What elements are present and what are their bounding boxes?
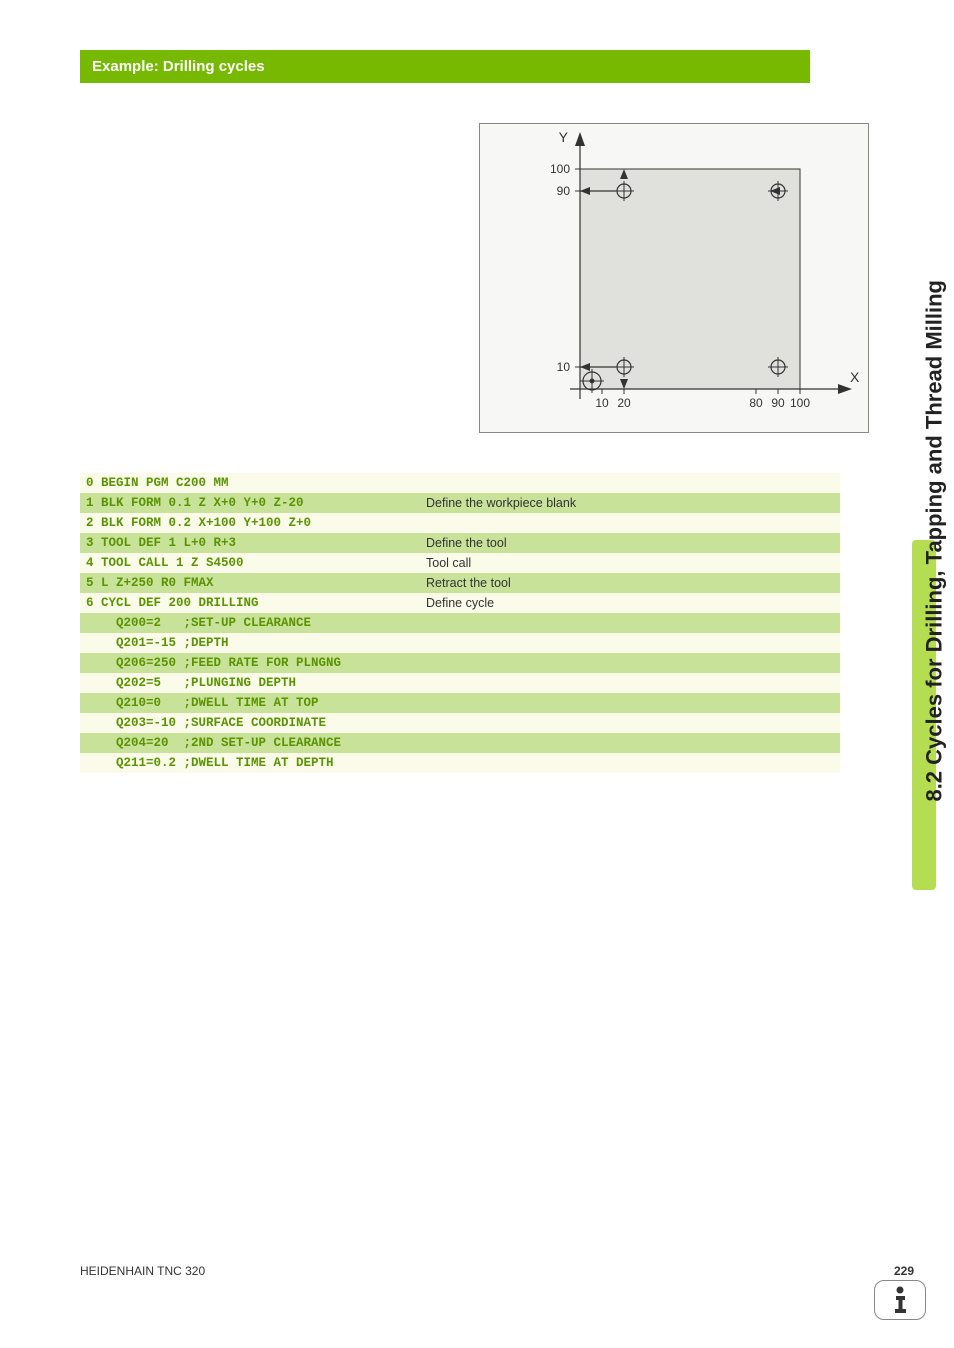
desc-cell xyxy=(420,673,840,693)
code-cell: Q201=-15 ;DEPTH xyxy=(80,633,420,653)
desc-cell xyxy=(420,753,840,773)
code-cell: Q206=250 ;FEED RATE FOR PLNGNG xyxy=(80,653,420,673)
code-cell: Q211=0.2 ;DWELL TIME AT DEPTH xyxy=(80,753,420,773)
svg-text:10: 10 xyxy=(595,396,609,410)
code-cell: 6 CYCL DEF 200 DRILLING xyxy=(80,593,420,613)
code-row: Q211=0.2 ;DWELL TIME AT DEPTH xyxy=(80,753,840,773)
code-cell: Q204=20 ;2ND SET-UP CLEARANCE xyxy=(80,733,420,753)
code-row: Q203=-10 ;SURFACE COORDINATE xyxy=(80,713,840,733)
code-cell: 0 BEGIN PGM C200 MM xyxy=(80,473,420,493)
desc-cell xyxy=(420,633,840,653)
code-row: 3 TOOL DEF 1 L+0 R+3Define the tool xyxy=(80,533,840,553)
code-cell: 2 BLK FORM 0.2 X+100 Y+100 Z+0 xyxy=(80,513,420,533)
code-cell: 5 L Z+250 R0 FMAX xyxy=(80,573,420,593)
diagram-container: Y X 10 90 100 10 20 80 90 xyxy=(80,123,894,433)
svg-text:100: 100 xyxy=(790,396,810,410)
code-row: Q202=5 ;PLUNGING DEPTH xyxy=(80,673,840,693)
page-content: Example: Drilling cycles Y X 10 90 xyxy=(0,0,954,773)
code-cell: Q203=-10 ;SURFACE COORDINATE xyxy=(80,713,420,733)
desc-cell xyxy=(420,693,840,713)
code-row: Q210=0 ;DWELL TIME AT TOP xyxy=(80,693,840,713)
axis-x-label: X xyxy=(850,369,860,385)
code-listing: 0 BEGIN PGM C200 MM1 BLK FORM 0.1 Z X+0 … xyxy=(80,473,840,773)
code-cell: 1 BLK FORM 0.1 Z X+0 Y+0 Z-20 xyxy=(80,493,420,513)
desc-cell xyxy=(420,713,840,733)
code-row: 4 TOOL CALL 1 Z S4500Tool call xyxy=(80,553,840,573)
desc-cell xyxy=(420,513,840,533)
code-row: Q201=-15 ;DEPTH xyxy=(80,633,840,653)
desc-cell: Define the tool xyxy=(420,533,840,553)
code-cell: Q200=2 ;SET-UP CLEARANCE xyxy=(80,613,420,633)
desc-cell: Tool call xyxy=(420,553,840,573)
code-row: 6 CYCL DEF 200 DRILLINGDefine cycle xyxy=(80,593,840,613)
code-cell: 3 TOOL DEF 1 L+0 R+3 xyxy=(80,533,420,553)
drilling-diagram: Y X 10 90 100 10 20 80 90 xyxy=(479,123,869,433)
desc-cell xyxy=(420,613,840,633)
code-row: Q206=250 ;FEED RATE FOR PLNGNG xyxy=(80,653,840,673)
desc-cell: Retract the tool xyxy=(420,573,840,593)
code-row: 5 L Z+250 R0 FMAXRetract the tool xyxy=(80,573,840,593)
svg-text:100: 100 xyxy=(550,162,570,176)
code-row: 0 BEGIN PGM C200 MM xyxy=(80,473,840,493)
footer-product: HEIDENHAIN TNC 320 xyxy=(80,1264,205,1278)
section-header: Example: Drilling cycles xyxy=(80,50,810,83)
svg-text:90: 90 xyxy=(557,184,571,198)
desc-cell xyxy=(420,653,840,673)
svg-text:20: 20 xyxy=(617,396,631,410)
page-number: 229 xyxy=(894,1264,914,1278)
code-row: 2 BLK FORM 0.2 X+100 Y+100 Z+0 xyxy=(80,513,840,533)
page-footer: HEIDENHAIN TNC 320 229 xyxy=(80,1264,914,1278)
axis-y-label: Y xyxy=(559,129,569,145)
desc-cell xyxy=(420,473,840,493)
desc-cell xyxy=(420,733,840,753)
code-row: Q204=20 ;2ND SET-UP CLEARANCE xyxy=(80,733,840,753)
svg-text:10: 10 xyxy=(557,360,571,374)
code-row: Q200=2 ;SET-UP CLEARANCE xyxy=(80,613,840,633)
svg-text:80: 80 xyxy=(749,396,763,410)
code-cell: 4 TOOL CALL 1 Z S4500 xyxy=(80,553,420,573)
info-icon xyxy=(874,1280,926,1320)
code-cell: Q202=5 ;PLUNGING DEPTH xyxy=(80,673,420,693)
desc-cell: Define the workpiece blank xyxy=(420,493,840,513)
code-cell: Q210=0 ;DWELL TIME AT TOP xyxy=(80,693,420,713)
code-row: 1 BLK FORM 0.1 Z X+0 Y+0 Z-20Define the … xyxy=(80,493,840,513)
desc-cell: Define cycle xyxy=(420,593,840,613)
svg-text:90: 90 xyxy=(771,396,785,410)
sidebar-section-title: 8.2 Cycles for Drilling, Tapping and Thr… xyxy=(922,280,948,802)
